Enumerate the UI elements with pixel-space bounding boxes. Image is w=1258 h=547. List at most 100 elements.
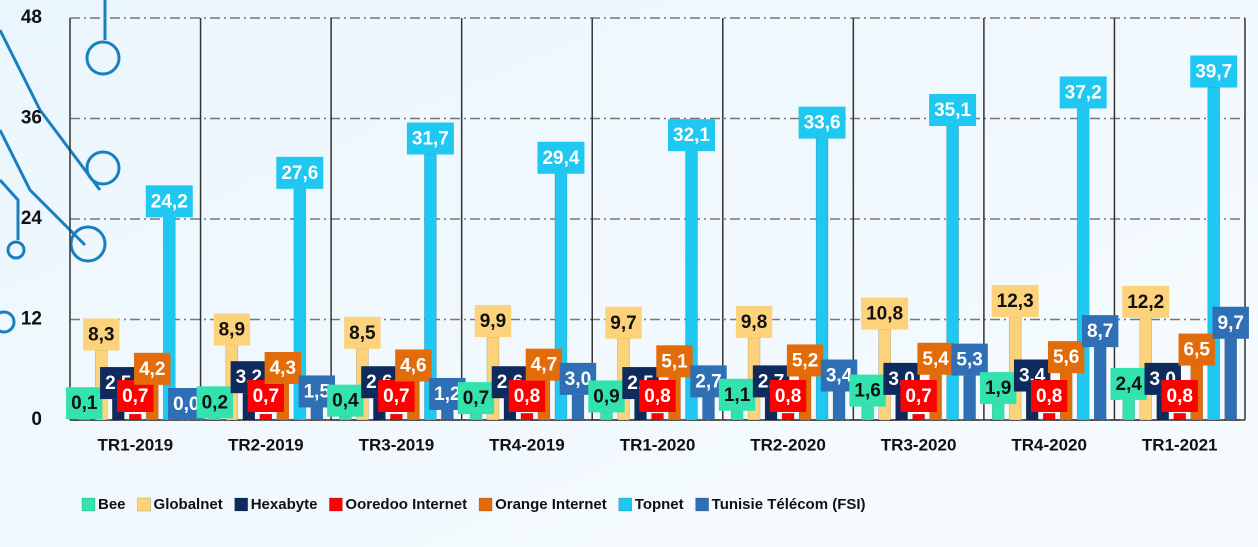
value-label-box: [395, 349, 432, 382]
value-label: 5,4: [917, 342, 954, 375]
value-label-text: 4,3: [270, 358, 296, 379]
x-tick-label: TR2-2019: [228, 435, 304, 454]
bar: [1093, 346, 1107, 421]
value-label-box: [406, 122, 454, 155]
value-label-box: [83, 318, 120, 351]
value-label-text: 0,7: [253, 386, 279, 407]
value-label: 0,7: [247, 380, 285, 412]
value-label-text: 0,7: [383, 386, 409, 407]
value-label-box: [1190, 55, 1238, 88]
value-label-box: [1122, 285, 1170, 318]
bar: [1042, 413, 1056, 421]
value-label-box: [247, 380, 285, 412]
legend-swatch: [81, 497, 96, 512]
y-tick-label: 0: [31, 409, 42, 430]
value-label: 9,8: [735, 305, 773, 338]
value-label-box: [588, 380, 625, 413]
value-label: 0,7: [900, 380, 937, 412]
value-label-text: 27,6: [281, 163, 318, 184]
bar: [991, 403, 1005, 421]
value-label: 0,4: [327, 384, 364, 417]
bar: [390, 413, 403, 421]
value-label-box: [525, 348, 563, 381]
value-label-text: 29,4: [542, 148, 579, 169]
value-label: 9,9: [474, 305, 512, 338]
value-label-box: [639, 380, 676, 412]
value-label: 5,2: [786, 344, 824, 377]
legend-label: Hexabyte: [251, 496, 318, 513]
x-tick-label: TR3-2019: [359, 435, 435, 454]
value-label: 0,7: [457, 382, 495, 415]
value-label-box: [798, 106, 846, 139]
value-label-text: 10,8: [866, 304, 903, 325]
value-label-box: [276, 156, 324, 189]
value-label-text: 1,9: [985, 378, 1011, 399]
value-label-box: [929, 94, 977, 127]
value-label: 37,2: [1059, 76, 1107, 109]
bar: [946, 125, 959, 421]
value-label-box: [1110, 367, 1147, 400]
value-label-box: [735, 305, 773, 338]
value-label: 0,7: [378, 380, 415, 412]
value-label-text: 12,2: [1127, 292, 1164, 313]
value-label: 32,1: [668, 119, 715, 152]
value-label: 1,1: [718, 378, 756, 411]
bar: [832, 391, 846, 421]
value-label-box: [378, 380, 415, 412]
value-label: 4,7: [525, 348, 563, 381]
value-label-box: [979, 372, 1017, 405]
bar: [912, 413, 925, 421]
value-label-text: 9,7: [1218, 313, 1244, 334]
legend-swatch: [234, 497, 248, 512]
value-label: 24,2: [145, 185, 193, 218]
value-label-text: 1,6: [854, 381, 880, 402]
value-label-text: 9,9: [480, 311, 506, 332]
value-label-text: 39,7: [1195, 62, 1232, 83]
value-label: 4,6: [395, 349, 432, 382]
value-label-text: 1,5: [304, 381, 331, 402]
value-label-text: 3,4: [826, 366, 853, 387]
bar: [571, 394, 585, 421]
value-label: 0,1: [66, 387, 103, 420]
bar: [129, 413, 142, 421]
value-label-box: [1030, 380, 1068, 412]
bar: [1076, 108, 1090, 421]
legend-swatch: [478, 497, 493, 512]
value-label-text: 0,1: [71, 393, 98, 414]
y-tick-label: 48: [21, 7, 42, 28]
x-tick-label: TR2-2020: [750, 435, 826, 454]
bar: [78, 418, 91, 421]
bar: [339, 416, 352, 421]
value-label-box: [1212, 306, 1249, 339]
value-label-box: [196, 386, 234, 419]
value-label: 5,6: [1047, 341, 1085, 374]
value-label-box: [991, 284, 1039, 317]
value-label-box: [134, 352, 171, 385]
bar: [781, 413, 795, 421]
bar: [259, 413, 273, 421]
value-label: 5,1: [656, 345, 693, 378]
y-tick-label: 24: [21, 208, 43, 229]
y-tick-label: 12: [21, 309, 42, 330]
value-label-text: 6,5: [1184, 340, 1211, 361]
value-label-text: 4,2: [139, 359, 165, 380]
value-label-box: [951, 343, 988, 376]
value-label-text: 4,6: [400, 355, 426, 376]
value-label-text: 8,3: [88, 325, 114, 346]
value-label-box: [457, 382, 495, 415]
legend-swatch: [137, 497, 151, 512]
value-label: 0,8: [508, 380, 546, 412]
value-label-text: 3,0: [565, 369, 591, 390]
value-label-text: 0,2: [202, 392, 228, 413]
value-label-text: 2,7: [695, 371, 721, 392]
bar: [730, 410, 744, 421]
value-label-box: [786, 344, 824, 377]
value-label-text: 4,7: [531, 355, 557, 376]
x-tick-label: TR1-2021: [1142, 435, 1218, 454]
value-label-text: 0,9: [593, 386, 619, 407]
bar: [963, 375, 976, 421]
bar: [520, 413, 534, 421]
value-label-box: [327, 384, 364, 417]
value-label-text: 0,4: [332, 391, 359, 412]
value-label-box: [117, 380, 154, 412]
